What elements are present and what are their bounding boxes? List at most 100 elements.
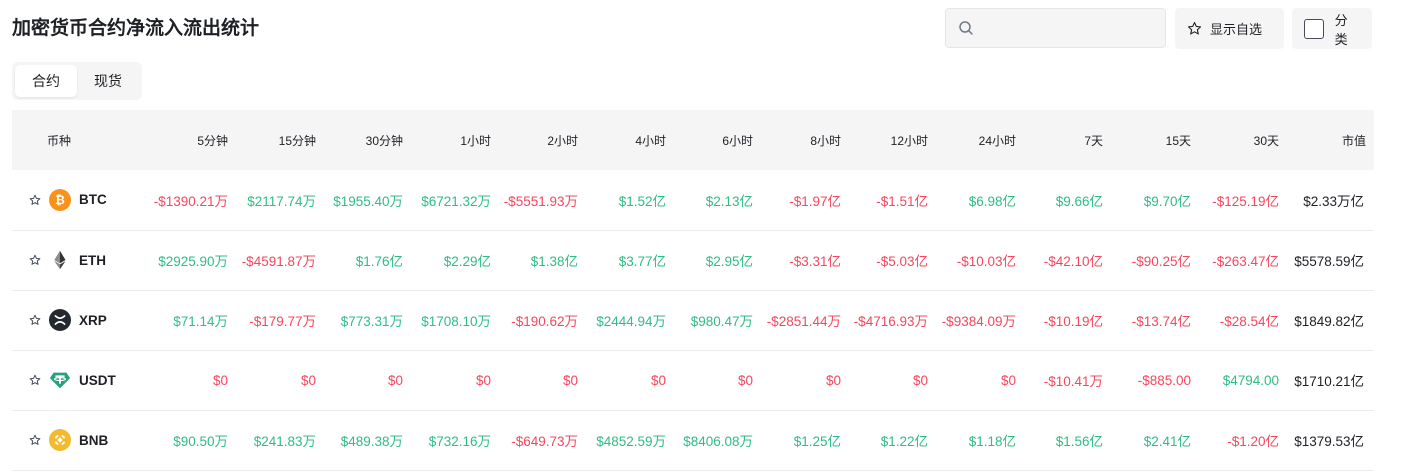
netflow-value: -$125.19亿 <box>1212 193 1279 209</box>
netflow-value: $1.52亿 <box>618 193 666 209</box>
table-row[interactable]: ETH $2925.90万 -$4591.87万 $1.76亿 $2.29亿 $1.38亿… <box>12 230 1374 290</box>
column-header[interactable]: 15天 <box>1165 133 1191 148</box>
column-header[interactable]: 市值 <box>1341 133 1366 148</box>
netflow-value: $1708.10万 <box>421 314 491 329</box>
column-header[interactable]: 30天 <box>1253 133 1279 148</box>
market-cap-value: $2.33万亿 <box>1303 193 1364 209</box>
tab-spot[interactable]: 现货 <box>94 73 122 89</box>
netflow-value: -$9384.09万 <box>941 314 1016 329</box>
coin-symbol: XRP <box>79 312 107 328</box>
netflow-value: $0 <box>212 372 228 388</box>
svg-text:₿: ₿ <box>55 193 65 207</box>
netflow-value: -$179.77万 <box>249 314 316 329</box>
netflow-value: -$190.62万 <box>511 314 578 329</box>
netflow-value: $4794.00 <box>1222 372 1279 388</box>
netflow-value: -$5551.93万 <box>503 193 578 209</box>
netflow-value: -$90.25亿 <box>1131 254 1191 269</box>
netflow-value: $4852.59万 <box>596 434 666 449</box>
market-cap-value: $1379.53亿 <box>1294 434 1364 449</box>
netflow-value: -$3.31亿 <box>789 254 841 269</box>
tab-futures[interactable]: 合约 <box>15 65 77 97</box>
netflow-value: $2444.94万 <box>596 314 666 329</box>
favorite-star-icon[interactable] <box>29 254 41 266</box>
market-type-tabs: 合约 现货 <box>12 62 142 100</box>
netflow-value: $9.70亿 <box>1143 193 1191 209</box>
favorite-star-icon[interactable] <box>29 194 41 206</box>
column-header[interactable]: 30分钟 <box>365 133 403 148</box>
favorite-star-icon[interactable] <box>29 314 41 326</box>
netflow-value: $2.95亿 <box>705 254 753 269</box>
column-header[interactable]: 4小时 <box>635 133 666 148</box>
netflow-value: $9.66亿 <box>1055 193 1103 209</box>
coin-symbol: BTC <box>79 192 107 208</box>
netflow-value: -$649.73万 <box>511 434 578 449</box>
netflow-value: $2925.90万 <box>158 254 228 269</box>
coin-symbol: ETH <box>79 252 106 268</box>
table-row[interactable]: XRP $71.14万 -$179.77万 $773.31万 $1708.10万 -$19… <box>12 290 1374 350</box>
btc-icon: ₿ <box>49 188 79 211</box>
netflow-table: 币种 5分钟 15分钟 30分钟 1小时 2小时 4小时 6小时 8小时 12小时 24小时 7天 15… <box>12 110 1374 471</box>
search-box[interactable] <box>945 8 1166 48</box>
bnb-icon <box>49 429 79 451</box>
show-watchlist-button[interactable]: 显示自选 <box>1175 8 1284 49</box>
coin-cell: XRP <box>12 290 148 350</box>
netflow-value: -$885.00 <box>1137 372 1191 388</box>
netflow-value: $1.76亿 <box>355 254 403 269</box>
netflow-value: -$1.97亿 <box>789 193 841 209</box>
netflow-value: $0 <box>300 372 316 388</box>
column-header[interactable]: 15分钟 <box>278 133 316 148</box>
coin-cell: ETH <box>12 230 148 290</box>
coin-symbol: BNB <box>79 432 109 448</box>
netflow-value: -$1390.21万 <box>153 193 228 209</box>
netflow-value: $0 <box>650 372 666 388</box>
search-input[interactable] <box>982 20 1152 36</box>
page-title: 加密货币合约净流入流出统计 <box>12 18 260 39</box>
netflow-value: $732.16万 <box>428 434 491 449</box>
column-header[interactable]: 2小时 <box>547 133 578 148</box>
netflow-value: $773.31万 <box>340 314 403 329</box>
netflow-value: $980.47万 <box>690 314 753 329</box>
netflow-value: -$4716.93万 <box>853 314 928 329</box>
netflow-value: $8406.08万 <box>683 434 753 449</box>
category-toggle[interactable]: 分类 <box>1292 8 1372 49</box>
netflow-value: $0 <box>825 372 841 388</box>
netflow-value: $2.29亿 <box>443 254 491 269</box>
favorite-star-icon[interactable] <box>29 374 41 386</box>
column-header[interactable]: 6小时 <box>722 133 753 148</box>
column-header[interactable]: 12小时 <box>890 133 928 148</box>
column-header[interactable]: 7天 <box>1084 133 1103 148</box>
search-icon <box>959 21 973 35</box>
market-cap-value: $1710.21亿 <box>1294 374 1364 389</box>
coin-cell: USDT <box>12 350 148 410</box>
show-watchlist-label: 显示自选 <box>1210 22 1263 37</box>
netflow-value: -$1.51亿 <box>876 193 928 209</box>
netflow-value: $0 <box>387 372 403 388</box>
netflow-value: -$28.54亿 <box>1219 314 1279 329</box>
netflow-value: $2.41亿 <box>1143 434 1191 449</box>
column-header[interactable]: 8小时 <box>810 133 841 148</box>
favorite-star-icon[interactable] <box>29 434 41 446</box>
column-header[interactable]: 5分钟 <box>197 133 228 148</box>
netflow-value: $90.50万 <box>173 434 228 449</box>
market-cap-value: $5578.59亿 <box>1294 254 1364 269</box>
table-row[interactable]: BNB $90.50万 $241.83万 $489.38万 $732.16万 -$649.… <box>12 410 1374 470</box>
netflow-value: -$263.47亿 <box>1212 254 1279 269</box>
category-checkbox[interactable] <box>1304 18 1324 39</box>
netflow-value: $0 <box>1000 372 1016 388</box>
netflow-value: $241.83万 <box>253 434 316 449</box>
netflow-value: -$4591.87万 <box>241 254 316 269</box>
netflow-value: -$42.10亿 <box>1043 254 1103 269</box>
table-row[interactable]: ₿ BTC -$1390.21万 $2117.74万 $1955.40万 $6721.32… <box>12 170 1374 230</box>
column-header[interactable]: 24小时 <box>978 133 1016 148</box>
category-label: 分类 <box>1334 12 1348 47</box>
netflow-value: $0 <box>737 372 753 388</box>
netflow-value: $2117.74万 <box>247 193 316 209</box>
column-header-coin[interactable]: 币种 <box>47 133 72 148</box>
table-row[interactable]: USDT $0 $0 $0 $0 $0 $0 $0 $0 $0 $0 -$10.41万 -$885.00… <box>12 350 1374 410</box>
usdt-icon <box>49 369 79 391</box>
coin-cell: ₿ BTC <box>12 170 148 230</box>
netflow-value: -$13.74亿 <box>1131 314 1191 329</box>
column-header[interactable]: 1小时 <box>460 133 491 148</box>
table-header-row: 币种 5分钟 15分钟 30分钟 1小时 2小时 4小时 6小时 8小时 12小时 24小时 7天 15… <box>12 110 1374 170</box>
